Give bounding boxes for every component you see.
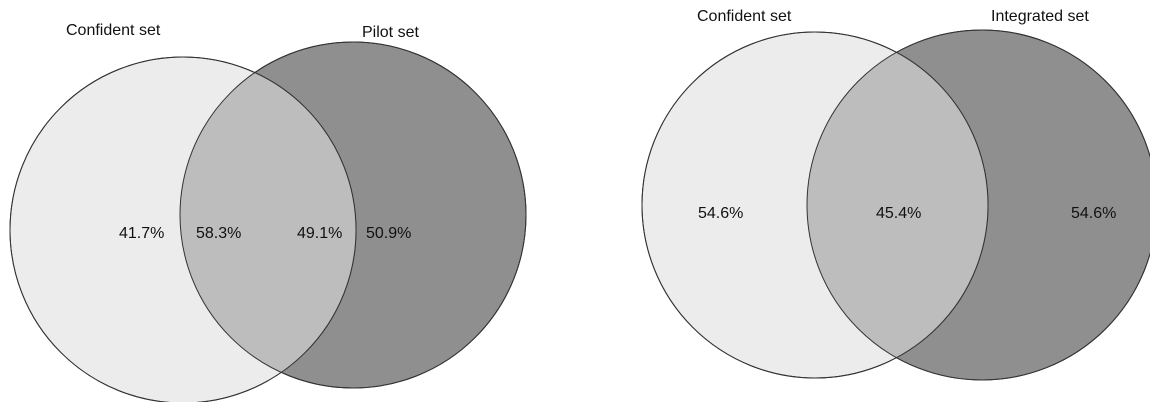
venn-right-set-b-label: Integrated set — [991, 8, 1089, 25]
venn-left-outline-b — [179, 41, 527, 389]
venn-right-overlap — [807, 32, 988, 378]
venn-right-b-only: 54.6% — [1071, 205, 1116, 222]
venn-left-set-a-label: Confident set — [66, 22, 161, 39]
venn-left-outline-a — [9, 56, 357, 402]
venn-left-overlap-b: 49.1% — [297, 225, 342, 242]
venn-right: Confident set Integrated set 54.6% 45.4%… — [641, 8, 1150, 381]
venn-right-a-only: 54.6% — [698, 205, 743, 222]
venn-left: Confident set Pilot set 41.7% 58.3% 49.1… — [9, 22, 527, 402]
venn-right-outline-a — [641, 31, 989, 379]
venn-left-overlap — [180, 57, 356, 388]
venn-left-set-b-label: Pilot set — [362, 24, 419, 41]
venn-left-b-only: 50.9% — [366, 225, 411, 242]
venn-left-a-only: 41.7% — [119, 225, 164, 242]
venn-left-overlap-a: 58.3% — [196, 225, 241, 242]
venn-right-overlap: 45.4% — [876, 205, 921, 222]
venn-right-set-a-label: Confident set — [697, 8, 792, 25]
venn-right-outline-b — [806, 29, 1150, 381]
